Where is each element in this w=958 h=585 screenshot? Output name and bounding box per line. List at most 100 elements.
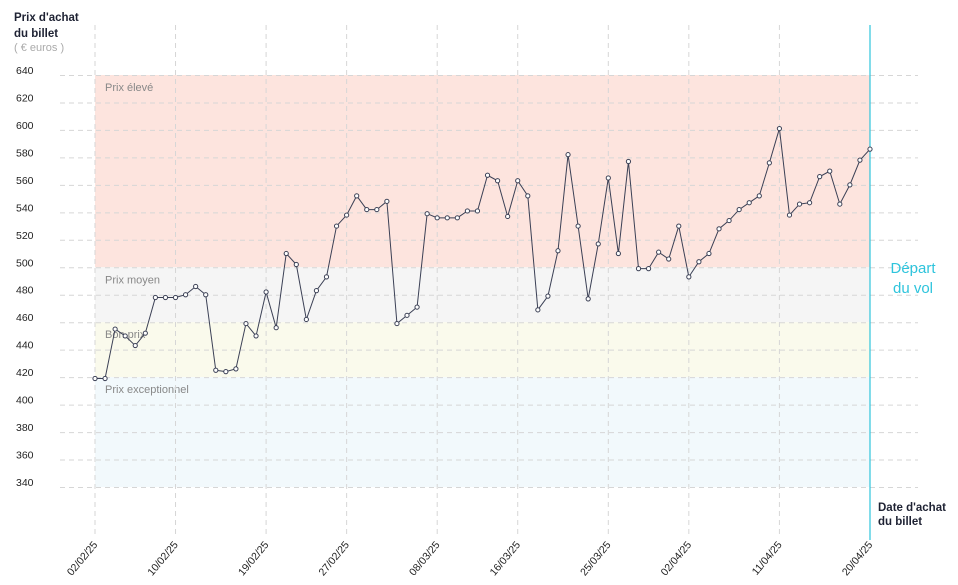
price-point — [273, 325, 279, 331]
price-point — [444, 215, 450, 221]
x-tick-label: 10/02/25 — [145, 539, 181, 578]
y-tick-label: 360 — [16, 450, 34, 462]
price-point — [867, 146, 873, 152]
price-point — [837, 201, 843, 207]
x-tick-label: 25/03/25 — [578, 539, 614, 578]
y-tick-label: 380 — [16, 422, 34, 434]
price-point — [736, 206, 742, 213]
price-point — [505, 213, 511, 220]
price-point — [223, 369, 229, 375]
price-point — [535, 307, 541, 313]
price-point — [756, 193, 762, 199]
price-point — [313, 288, 320, 294]
price-point — [152, 294, 158, 301]
y-tick-label: 520 — [16, 230, 34, 242]
price-point — [384, 198, 390, 204]
price-point — [434, 215, 440, 221]
price-point — [172, 294, 179, 301]
price-point — [807, 200, 813, 206]
y-axis-title: du billet — [14, 28, 58, 40]
x-axis-title: du billet — [878, 516, 922, 528]
price-point — [293, 261, 299, 268]
band-label: Prix moyen — [105, 274, 160, 286]
price-point — [464, 208, 471, 214]
price-point — [585, 296, 591, 302]
price-point — [605, 175, 611, 181]
price-point — [354, 193, 360, 199]
price-point — [162, 294, 169, 301]
price-point — [374, 206, 380, 213]
price-point — [746, 200, 752, 206]
price-point — [676, 223, 682, 229]
x-tick-label: 08/03/25 — [407, 539, 443, 578]
price-point — [817, 174, 823, 180]
price-point — [847, 182, 853, 188]
y-tick-label: 460 — [16, 312, 34, 324]
y-tick-label: 640 — [16, 65, 34, 77]
price-point — [474, 208, 481, 214]
price-band — [95, 75, 870, 268]
y-axis-title: Prix d'achat — [14, 12, 79, 24]
y-axis-unit: ( € euros ) — [14, 42, 64, 54]
price-point — [565, 152, 571, 158]
price-point — [555, 248, 561, 254]
price-point — [696, 259, 702, 265]
price-point — [112, 326, 118, 332]
price-point — [786, 212, 793, 218]
price-point — [706, 250, 712, 257]
price-point — [827, 168, 833, 174]
y-tick-label: 400 — [16, 395, 34, 407]
price-point — [666, 256, 672, 262]
departure-label: du vol — [893, 280, 933, 297]
price-point — [726, 217, 732, 224]
departure-label: Départ — [890, 260, 936, 277]
price-point — [92, 375, 98, 382]
y-tick-label: 620 — [16, 92, 34, 104]
price-point — [635, 266, 642, 272]
price-point — [645, 266, 652, 272]
price-point — [333, 223, 340, 229]
price-point — [686, 274, 692, 280]
price-point — [364, 206, 370, 213]
y-tick-label: 500 — [16, 257, 34, 269]
price-point — [424, 211, 430, 217]
price-point — [404, 312, 410, 318]
price-point — [233, 366, 239, 372]
price-point — [303, 316, 309, 323]
price-point — [857, 157, 863, 163]
y-tick-label: 420 — [16, 367, 34, 379]
price-point — [182, 292, 189, 298]
price-point — [525, 193, 531, 199]
price-point — [213, 367, 219, 373]
price-point — [414, 304, 420, 310]
price-point — [656, 249, 662, 255]
price-point — [776, 125, 783, 132]
x-tick-label: 19/02/25 — [236, 539, 272, 578]
price-point — [243, 320, 249, 327]
band-label: Prix élevé — [105, 82, 153, 94]
y-tick-label: 580 — [16, 147, 34, 159]
x-tick-label: 16/03/25 — [488, 539, 524, 578]
y-tick-label: 440 — [16, 340, 34, 352]
x-tick-label: 02/02/25 — [65, 539, 101, 578]
price-point — [102, 375, 108, 382]
price-point — [193, 283, 199, 290]
price-point — [323, 274, 330, 280]
price-point — [545, 293, 551, 299]
price-point — [263, 289, 269, 295]
price-point — [615, 250, 621, 257]
price-point — [394, 320, 400, 327]
x-tick-label: 27/02/25 — [316, 539, 352, 578]
price-point — [625, 158, 632, 165]
price-point — [454, 215, 460, 221]
y-tick-label: 600 — [16, 120, 34, 132]
price-point — [716, 226, 722, 232]
band-label: Prix exceptionnel — [105, 384, 189, 396]
y-tick-label: 540 — [16, 202, 34, 214]
price-band — [95, 377, 870, 487]
x-tick-label: 11/04/25 — [750, 539, 785, 578]
price-point — [344, 212, 350, 218]
price-point — [283, 250, 289, 257]
